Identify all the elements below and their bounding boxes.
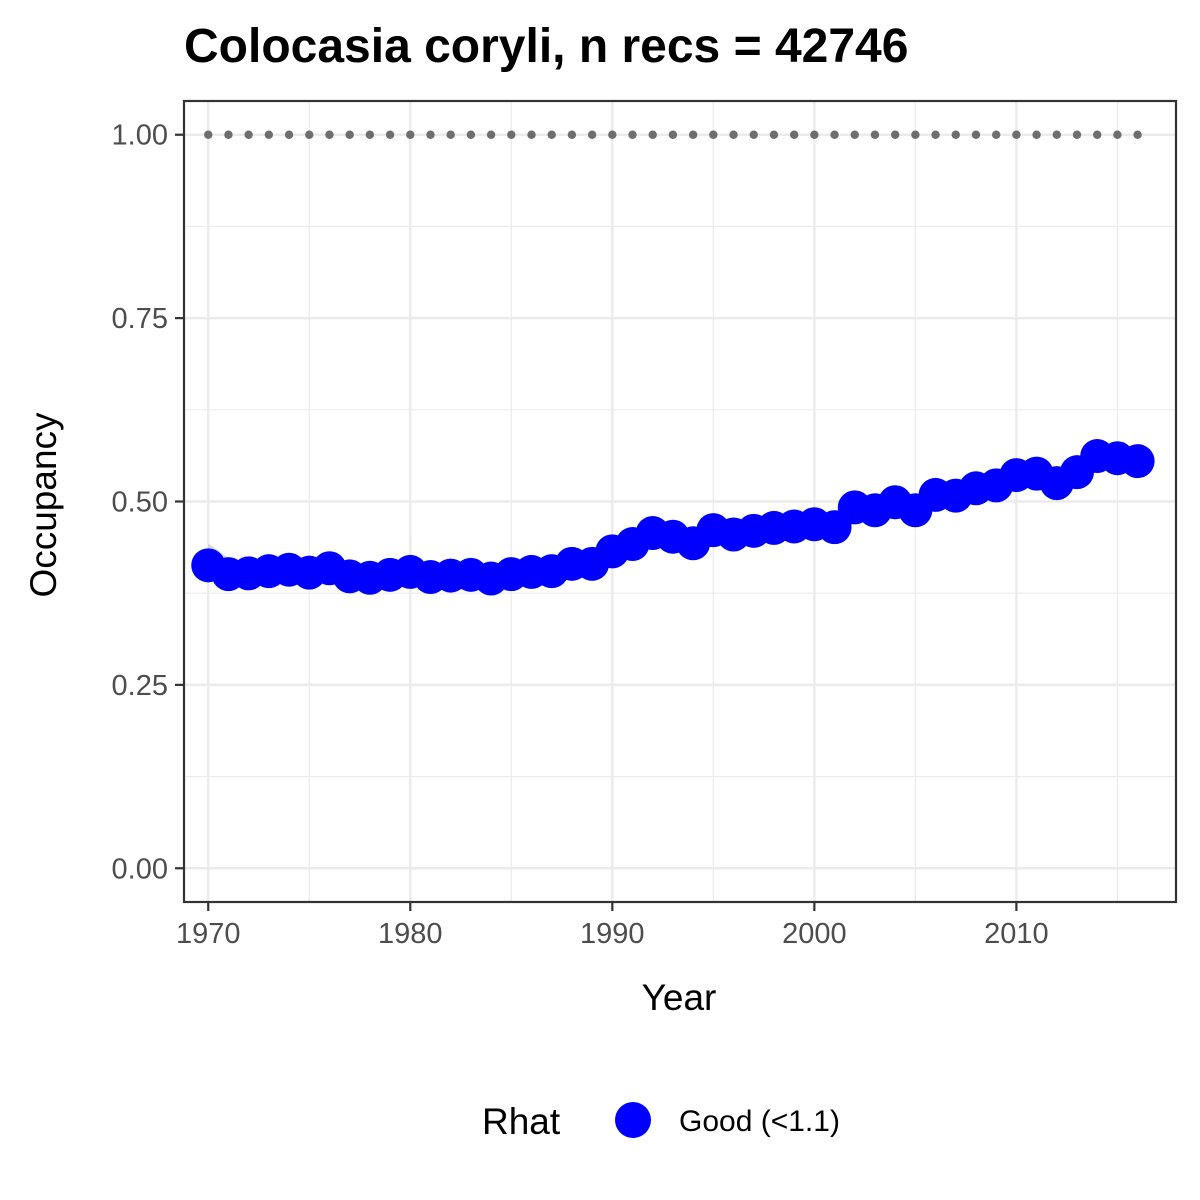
reference-point [1052, 130, 1061, 139]
x-tick-label: 1980 [378, 918, 443, 950]
x-tick-label: 1990 [580, 918, 645, 950]
x-tick-label: 2010 [984, 918, 1049, 950]
reference-point [204, 130, 213, 139]
reference-point [1113, 130, 1122, 139]
reference-point [547, 130, 556, 139]
y-axis: 0.00 0.25 0.50 0.75 1.00 [112, 120, 184, 885]
reference-point [224, 130, 233, 139]
reference-point [587, 130, 597, 139]
reference-point [1012, 130, 1021, 139]
reference-point [608, 130, 617, 139]
reference-point [446, 130, 455, 139]
reference-point [890, 130, 900, 139]
y-tick-label: 0.50 [112, 487, 168, 519]
gridlines [184, 101, 1176, 902]
reference-point [527, 130, 536, 139]
reference-point [688, 130, 698, 139]
reference-point [305, 130, 314, 139]
reference-point [769, 130, 779, 139]
reference-point [729, 130, 738, 139]
reference-point [749, 130, 758, 139]
legend-title: Rhat [482, 1101, 561, 1142]
reference-point [1072, 130, 1082, 139]
y-tick-label: 0.25 [112, 670, 168, 702]
reference-point [345, 130, 354, 139]
reference-point [365, 130, 375, 139]
reference-point [507, 130, 516, 139]
reference-point [668, 130, 678, 139]
reference-point [284, 130, 294, 139]
reference-point [1093, 130, 1102, 139]
reference-point [648, 130, 657, 139]
reference-point [567, 130, 577, 139]
reference-point [789, 130, 799, 139]
reference-point [628, 130, 637, 139]
x-tick-label: 1970 [176, 918, 241, 950]
reference-series [204, 130, 1142, 139]
reference-point [911, 130, 920, 139]
reference-point [406, 130, 415, 139]
legend-key-good [615, 1102, 651, 1138]
reference-point [466, 130, 476, 139]
reference-point [486, 130, 496, 139]
reference-point [325, 130, 334, 139]
reference-point [931, 130, 940, 139]
reference-point [971, 130, 981, 139]
occupancy-series [191, 439, 1155, 596]
x-axis: 1970 1980 1990 2000 2010 [176, 902, 1049, 950]
reference-point [385, 130, 395, 139]
x-axis-title: Year [642, 977, 717, 1018]
data-point [1120, 444, 1155, 479]
y-tick-label: 1.00 [112, 120, 168, 152]
reference-point [1032, 130, 1041, 139]
x-tick-label: 2000 [782, 918, 847, 950]
legend-label-good: Good (<1.1) [679, 1105, 840, 1138]
reference-point [850, 130, 859, 139]
reference-point [951, 130, 960, 139]
reference-point [991, 130, 1001, 139]
y-axis-title: Occupancy [23, 412, 64, 598]
y-tick-label: 0.75 [112, 303, 168, 335]
reference-point [870, 130, 880, 139]
reference-point [709, 130, 718, 139]
reference-point [810, 130, 819, 139]
legend: Rhat Good (<1.1) [482, 1101, 840, 1142]
chart-title: Colocasia coryli, n recs = 42746 [184, 20, 908, 73]
reference-point [1133, 130, 1142, 139]
reference-point [244, 130, 253, 139]
reference-point [830, 130, 839, 139]
y-tick-label: 0.00 [112, 853, 168, 885]
reference-point [426, 130, 435, 139]
reference-point [264, 130, 274, 139]
